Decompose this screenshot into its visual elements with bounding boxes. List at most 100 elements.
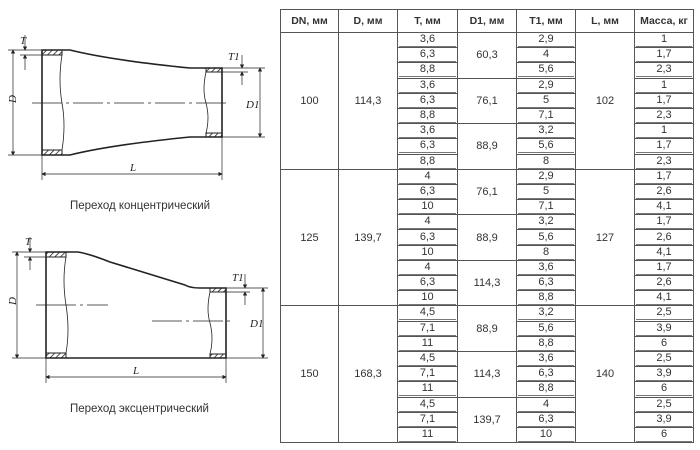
cell-t1: 3,2	[516, 214, 576, 231]
table-row: 11 10 6	[281, 426, 694, 444]
table-row: 4,5 114,3 3,6 2,5	[281, 350, 694, 398]
cell-d1: 76,1	[457, 168, 517, 216]
table-row: 8,8 5,6 2,3	[281, 62, 694, 79]
cell-l: 140	[575, 305, 635, 444]
eccentric-reducer-drawing	[12, 237, 268, 383]
cell-t1: 2,9	[516, 77, 576, 94]
table-row: 8,8 8 2,3	[281, 153, 694, 170]
cell-t-value: 10	[399, 291, 456, 306]
table-row: 6,3 4 1,7	[281, 47, 694, 64]
table-row: 6,3 5 2,6	[281, 183, 694, 201]
cell-t1-value: 5,6	[518, 231, 574, 245]
cell-t1-value: 3,6	[518, 352, 574, 367]
cell-t-value: 4	[399, 215, 456, 230]
cell-mass: 2,3	[634, 62, 694, 79]
cell-t1-value: 5	[518, 185, 574, 199]
cell-t1: 8	[516, 153, 576, 170]
cell-t1-value: 6,3	[518, 367, 574, 382]
cell-d1: 88,9	[457, 123, 517, 170]
cell-mass: 4,1	[634, 199, 694, 216]
cell-t1: 3,6	[516, 350, 576, 368]
table-header-row: DN, мм D, мм T, мм D1, мм T1, мм L, мм М…	[280, 9, 694, 33]
cell-t1-value: 3,2	[518, 215, 574, 230]
cell-t1: 7,1	[516, 107, 576, 125]
cell-mass: 6	[634, 335, 694, 352]
cell-mass: 2,5	[634, 396, 694, 413]
cell-t1: 4	[516, 47, 576, 64]
table-row: 150 168,3 4,5 88,9 3,2 140 2,5	[280, 305, 694, 444]
table-row: 125 139,7 4 76,1 2,9 127 1,7	[280, 168, 694, 307]
table-row: 3,6 88,9 3,2 1	[281, 123, 694, 170]
cell-mass: 1	[634, 123, 694, 140]
cell-mass-value: 1,7	[636, 94, 692, 108]
table-row: 7,1 6,3 3,9	[281, 366, 694, 383]
header-mass: Масса, кг	[634, 9, 694, 33]
cell-t-value: 6,3	[399, 94, 456, 108]
cell-mass: 1	[634, 31, 694, 49]
eccentric-caption: Переход эксцентрический	[70, 403, 209, 415]
cell-mass: 1,7	[634, 214, 694, 231]
cell-t: 4	[397, 214, 458, 231]
cell-t: 4,5	[397, 350, 458, 368]
cell-mass-value: 2,3	[636, 109, 692, 124]
cell-t1-value: 2,9	[518, 33, 574, 48]
dimensions-table: DN, мм D, мм T, мм D1, мм T1, мм L, мм М…	[280, 9, 694, 444]
cell-mass-value: 2,6	[636, 276, 692, 291]
table-row: 3,6 76,1 2,9 1	[281, 77, 694, 125]
table-row: 6,3 6,3 2,6	[281, 274, 694, 292]
cell-mass: 4,1	[634, 290, 694, 307]
cell-t1: 6,3	[516, 274, 576, 292]
cell-t: 4	[397, 168, 458, 185]
header-l: L, мм	[575, 9, 635, 33]
cell-dn: 150	[280, 305, 339, 444]
cell-t1: 5,6	[516, 138, 576, 155]
cell-t: 7,1	[397, 366, 458, 383]
cell-t1-value: 8,8	[518, 337, 574, 351]
table-row: 6,3 5 1,7	[281, 92, 694, 109]
dim-label-d: D	[7, 95, 19, 104]
cell-t1-value: 8	[518, 246, 574, 260]
cell-t-value: 6,3	[399, 48, 456, 63]
cell-t: 4,5	[397, 396, 458, 413]
cell-t-value: 6,3	[399, 185, 456, 199]
cell-t-value: 3,6	[399, 79, 456, 93]
table-row: 4 114,3 3,6 1,7	[281, 259, 694, 307]
cell-mass-value: 2,3	[636, 155, 692, 169]
cell-mass-value: 2,6	[636, 185, 692, 199]
cell-t: 6,3	[397, 274, 458, 292]
cell-t1: 5,6	[516, 229, 576, 246]
cell-t-value: 11	[399, 382, 456, 397]
cell-d1: 76,1	[457, 77, 517, 125]
cell-t1: 3,2	[516, 305, 576, 322]
table-row: 6,3 5,6 1,7	[281, 138, 694, 155]
cell-t-value: 4	[399, 170, 456, 184]
dim-label-l: L	[132, 365, 139, 377]
cell-t: 6,3	[397, 229, 458, 246]
cell-t1-value: 3,2	[518, 306, 574, 321]
cell-t-value: 7,1	[399, 322, 456, 336]
cell-t1: 5	[516, 92, 576, 109]
cell-dn: 125	[280, 168, 339, 307]
cell-t1: 8,8	[516, 290, 576, 307]
cell-mass: 1,7	[634, 92, 694, 109]
cell-t1: 4	[516, 396, 576, 413]
cell-mass-value: 1,7	[636, 48, 692, 63]
cell-mass: 3,9	[634, 320, 694, 337]
cell-t1-value: 5,6	[518, 322, 574, 336]
cell-d1: 88,9	[457, 214, 517, 261]
cell-t-value: 4,5	[399, 398, 456, 412]
reducer-drawings: D T T1 D1 L D T T1 D1 L	[7, 35, 268, 383]
cell-mass-value: 1,7	[636, 215, 692, 230]
table-row: 7,1 5,6 3,9	[281, 320, 694, 337]
cell-t: 8,8	[397, 153, 458, 170]
cell-mass-value: 2,3	[636, 63, 692, 78]
cell-mass-value: 3,9	[636, 367, 692, 382]
cell-t: 6,3	[397, 183, 458, 201]
cell-t1-value: 10	[518, 428, 574, 442]
cell-t: 6,3	[397, 47, 458, 64]
header-dn: DN, мм	[280, 9, 339, 33]
cell-t1: 5,6	[516, 62, 576, 79]
cell-mass: 4,1	[634, 244, 694, 261]
cell-l: 102	[575, 32, 635, 170]
cell-t-value: 3,6	[399, 33, 456, 48]
